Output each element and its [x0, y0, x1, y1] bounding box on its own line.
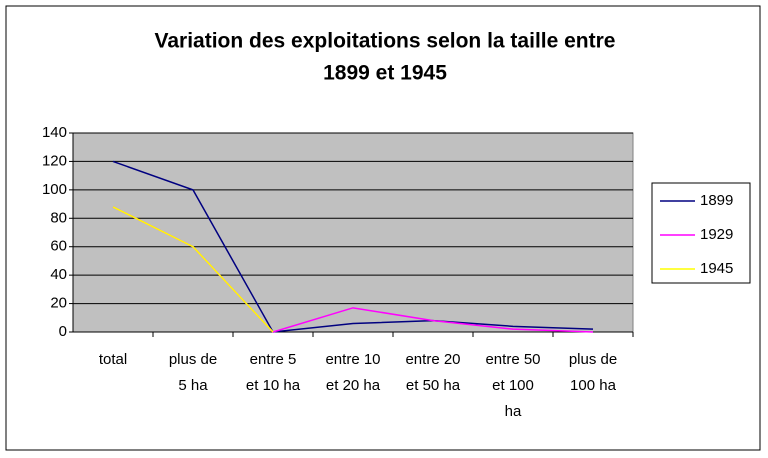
y-tick-label: 120 — [42, 152, 67, 169]
x-tick-label: et 20 ha — [326, 377, 381, 394]
x-tick-label: total — [99, 351, 127, 368]
series-line — [112, 160, 594, 333]
y-tick-label: 140 — [42, 124, 67, 141]
x-tick-label: et 50 ha — [406, 377, 461, 394]
x-tick-label: entre 5 — [250, 351, 297, 368]
y-tick-label: 0 — [59, 323, 67, 340]
y-tick-label: 80 — [50, 209, 67, 226]
y-tick-label: 40 — [50, 266, 67, 283]
chart-title: Variation des exploitations selon la tai… — [155, 30, 616, 53]
x-tick-label: plus de — [169, 351, 217, 368]
legend-box — [651, 182, 751, 284]
x-tick-label: entre 10 — [325, 351, 380, 368]
x-tick-label: entre 20 — [405, 351, 460, 368]
x-tick-label: 5 ha — [178, 377, 208, 394]
x-tick-label: et 10 ha — [246, 377, 301, 394]
y-tick-label: 60 — [50, 238, 67, 255]
chart-title: 1899 et 1945 — [323, 62, 447, 85]
x-tick-label: entre 50 — [485, 351, 540, 368]
series-line — [112, 206, 274, 333]
y-tick-label: 20 — [50, 295, 67, 312]
y-tick-label: 100 — [42, 181, 67, 198]
x-tick-label: plus de — [569, 351, 617, 368]
plot-area — [72, 132, 634, 333]
x-tick-label: 100 ha — [570, 377, 617, 394]
legend-label: 1899 — [700, 192, 733, 209]
x-tick-label: ha — [505, 403, 522, 420]
legend-label: 1945 — [700, 260, 733, 277]
legend-label: 1929 — [700, 226, 733, 243]
x-tick-label: et 100 — [492, 377, 534, 394]
